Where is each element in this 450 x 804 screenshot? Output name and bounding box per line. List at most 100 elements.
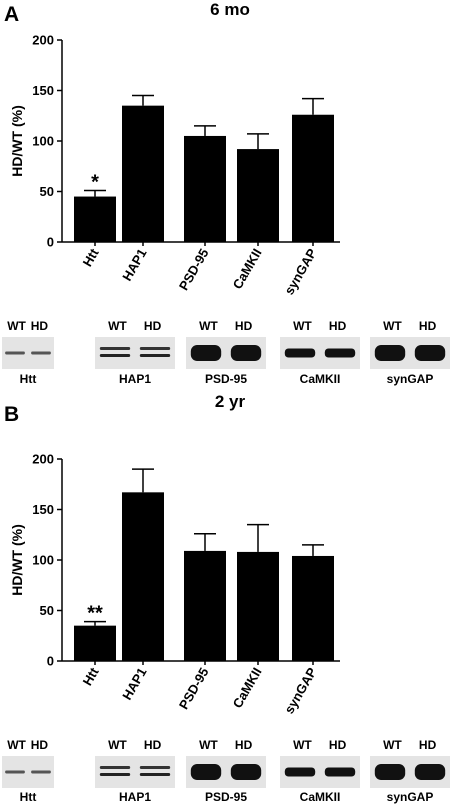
category-label: synGAP (281, 665, 319, 717)
chart-title: 6 mo (210, 0, 250, 19)
lane-label: WT (108, 738, 127, 752)
category-label: Htt (80, 245, 102, 269)
blot-protein-label: CaMKII (300, 372, 341, 386)
lane-label: HD (329, 319, 347, 333)
y-axis-label: HD/WT (%) (9, 524, 25, 596)
bar-camkii (237, 149, 279, 242)
bar-syngap (292, 555, 334, 661)
y-tick-label: 200 (32, 452, 54, 467)
panel-letter: A (4, 3, 19, 26)
lane-label: HD (419, 738, 437, 752)
chart-title: 2 yr (215, 392, 246, 411)
y-tick-label: 100 (32, 553, 54, 568)
y-tick-label: 200 (32, 33, 54, 48)
blot-band (284, 348, 316, 358)
y-tick-label: 50 (40, 603, 54, 618)
blot-band (139, 766, 171, 769)
lane-label: WT (383, 738, 402, 752)
blot-hap1: WT HD HAP1 (95, 319, 175, 386)
blot-band (99, 766, 131, 769)
blot-camkii: WT HD CaMKII (280, 738, 360, 804)
significance-marker: * (91, 171, 99, 193)
category-label: synGAP (281, 246, 319, 298)
blot-band (414, 345, 446, 361)
lane-label: WT (383, 319, 402, 333)
blot-band (99, 354, 131, 357)
bar-hap1 (122, 492, 164, 661)
blot-protein-label: Htt (20, 790, 37, 804)
y-axis-label: HD/WT (%) (9, 105, 25, 177)
lane-label: HD (235, 319, 253, 333)
blot-band (414, 764, 446, 780)
blot-htt: WT HD Htt (2, 319, 54, 386)
blot-protein-label: CaMKII (300, 790, 341, 804)
category-label: PSD-95 (176, 665, 212, 712)
y-tick-label: 0 (47, 235, 54, 250)
blot-band (324, 767, 356, 777)
blot-protein-label: PSD-95 (205, 790, 247, 804)
blot-band (139, 347, 171, 350)
lane-label: HD (419, 319, 437, 333)
lane-label: WT (7, 738, 26, 752)
blot-protein-label: HAP1 (119, 372, 151, 386)
lane-label: WT (199, 738, 218, 752)
blot-band (31, 351, 51, 355)
lane-label: WT (108, 319, 127, 333)
bar-syngap (292, 114, 334, 242)
lane-label: HD (144, 319, 162, 333)
blot-protein-label: Htt (20, 372, 37, 386)
blot-psd-95: WT HD PSD-95 (186, 319, 266, 386)
y-tick-label: 150 (32, 502, 54, 517)
western-blot-row: WT HD Htt WT HD HAP1 WT HD PSD-95 WT HD CaMKII WT HD s… (2, 738, 450, 804)
blot-image (95, 337, 175, 369)
blot-protein-label: synGAP (387, 372, 434, 386)
bar-htt (74, 196, 116, 242)
blot-syngap: WT HD synGAP (370, 319, 450, 386)
blot-band (99, 773, 131, 776)
panel-letter: B (4, 403, 19, 426)
blot-band (230, 345, 262, 361)
category-label: CaMKII (230, 665, 265, 711)
blot-band (99, 347, 131, 350)
blot-htt: WT HD Htt (2, 738, 54, 804)
lane-label: HD (329, 738, 347, 752)
blot-band (5, 770, 25, 774)
panel-a: A 6 mo 0 50 100 150 200 HD/WT (%) * Htt HAP1 PSD-95… (2, 0, 450, 386)
blot-band (5, 351, 25, 355)
lane-label: WT (7, 319, 26, 333)
blot-band (190, 764, 222, 780)
bar-psd-95 (184, 550, 226, 661)
lane-label: WT (293, 738, 312, 752)
blot-image (95, 756, 175, 788)
lane-label: WT (199, 319, 218, 333)
blot-band (139, 354, 171, 357)
western-blot-row: WT HD Htt WT HD HAP1 WT HD PSD-95 WT HD CaMKII WT HD s… (2, 319, 450, 386)
bar-camkii (237, 551, 279, 661)
y-tick-label: 50 (40, 184, 54, 199)
blot-band (374, 764, 406, 780)
panel-b: B 2 yr 0 50 100 150 200 HD/WT (%) ** Htt HAP1 PSD-9… (2, 392, 450, 804)
blot-band (374, 345, 406, 361)
blot-band (31, 770, 51, 774)
blot-band (139, 773, 171, 776)
lane-label: WT (293, 319, 312, 333)
lane-label: HD (31, 738, 49, 752)
blot-band (284, 767, 316, 777)
lane-label: HD (144, 738, 162, 752)
lane-label: HD (235, 738, 253, 752)
blot-band (230, 764, 262, 780)
bar-hap1 (122, 105, 164, 243)
blot-camkii: WT HD CaMKII (280, 319, 360, 386)
blot-protein-label: HAP1 (119, 790, 151, 804)
blot-protein-label: synGAP (387, 790, 434, 804)
bar-psd-95 (184, 135, 226, 242)
blot-band (190, 345, 222, 361)
blot-band (324, 348, 356, 358)
category-label: Htt (80, 664, 102, 688)
category-label: HAP1 (119, 665, 149, 703)
blot-protein-label: PSD-95 (205, 372, 247, 386)
category-label: PSD-95 (176, 246, 212, 293)
category-label: CaMKII (230, 246, 265, 292)
significance-marker: ** (87, 603, 103, 625)
